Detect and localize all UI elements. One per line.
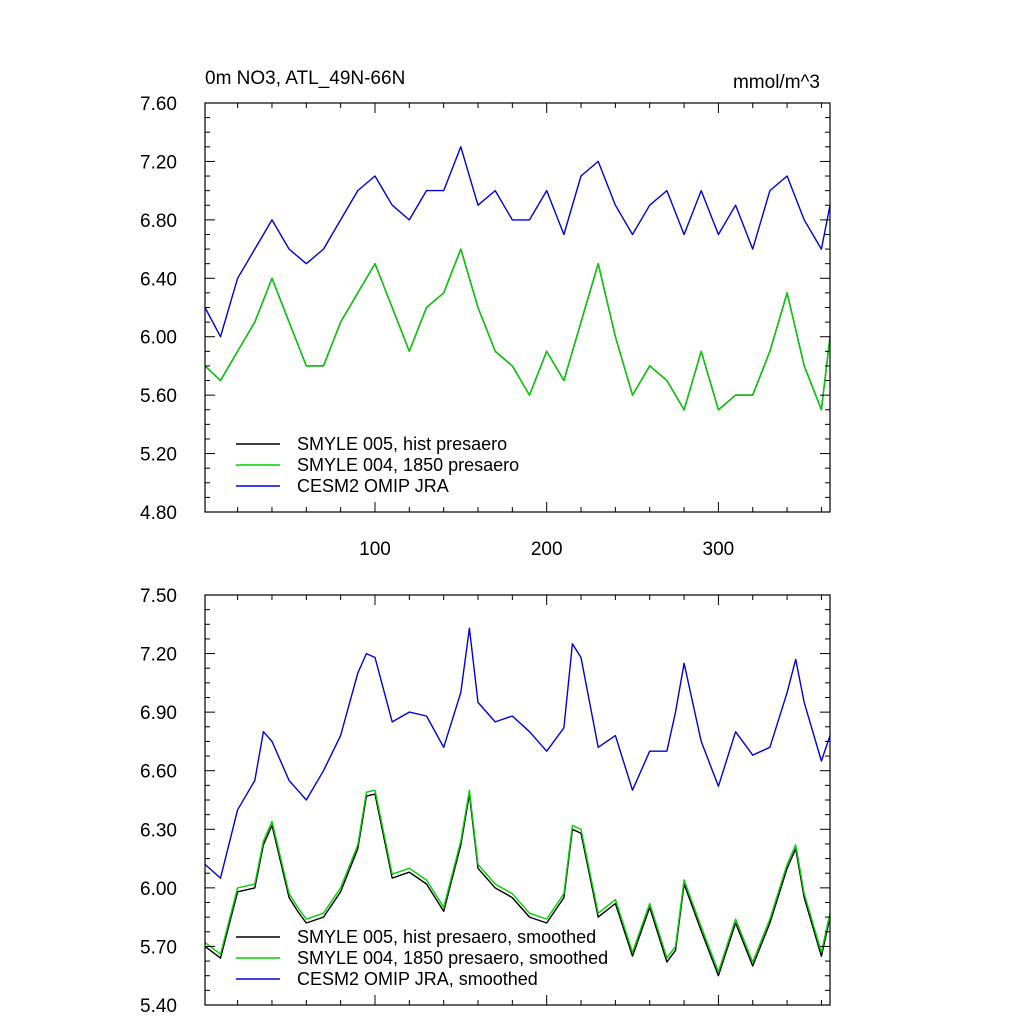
series-line-2 xyxy=(204,789,831,973)
y-tick-label: 6.40 xyxy=(140,269,177,290)
plot-frame-top xyxy=(204,102,831,513)
legend-label: CESM2 OMIP JRA, smoothed xyxy=(297,969,538,989)
y-tick-label: 6.00 xyxy=(140,328,177,349)
panel-bottom: 7.50 7.20 6.90 6.60 6.30 6.00 5.70 5.40 SMYLE 0… xyxy=(140,586,831,1017)
series-layer-bottom xyxy=(204,627,831,977)
y-tick-label: 7.20 xyxy=(140,152,177,173)
series-line-1 xyxy=(204,248,831,411)
y-tick-label: 6.00 xyxy=(140,879,177,900)
y-tick-label: 6.80 xyxy=(140,211,177,232)
series-line-1 xyxy=(204,793,831,977)
y-tick-label: 5.60 xyxy=(140,386,177,407)
series-line-3 xyxy=(204,146,831,338)
x-tick-label: 100 xyxy=(359,539,391,560)
y-tick-label: 5.40 xyxy=(140,996,177,1017)
plot-frame-bottom xyxy=(204,594,831,1006)
series-line-3 xyxy=(204,627,831,879)
axis-layer-top: 7.60 7.20 6.80 6.40 6.00 5.60 5.20 4.80 100 200 30… xyxy=(140,94,830,560)
legend-label: SMYLE 004, 1850 presaero xyxy=(297,455,519,475)
y-tick-label: 6.60 xyxy=(140,762,177,783)
units-label: mmol/m^3 xyxy=(733,72,820,93)
chart-title: 0m NO3, ATL_49N-66N xyxy=(205,68,405,89)
series-layer-top xyxy=(204,146,831,411)
y-tick-label: 5.70 xyxy=(140,937,177,958)
axis-layer-bottom: 7.50 7.20 6.90 6.60 6.30 6.00 5.70 5.40 xyxy=(140,586,830,1017)
legend-label: SMYLE 004, 1850 presaero, smoothed xyxy=(297,948,608,968)
legend-label: CESM2 OMIP JRA xyxy=(297,476,449,496)
panel-top: 0m NO3, ATL_49N-66N mmol/m^3 7.60 7.20 6.8… xyxy=(140,68,831,560)
y-tick-label: 4.80 xyxy=(140,503,177,524)
legend-bottom: SMYLE 005, hist presaero, smoothedSMYLE … xyxy=(236,927,608,989)
x-tick-label: 200 xyxy=(531,539,563,560)
y-tick-label: 6.90 xyxy=(140,703,177,724)
y-tick-label: 7.50 xyxy=(140,586,177,607)
y-tick-label: 6.30 xyxy=(140,820,177,841)
y-tick-label: 7.60 xyxy=(140,94,177,115)
y-tick-label: 5.20 xyxy=(140,445,177,466)
legend-label: SMYLE 005, hist presaero, smoothed xyxy=(297,927,596,947)
legend-label: SMYLE 005, hist presaero xyxy=(297,434,507,454)
y-tick-label: 7.20 xyxy=(140,645,177,666)
x-tick-label: 300 xyxy=(703,539,735,560)
series-line-2 xyxy=(204,248,831,411)
